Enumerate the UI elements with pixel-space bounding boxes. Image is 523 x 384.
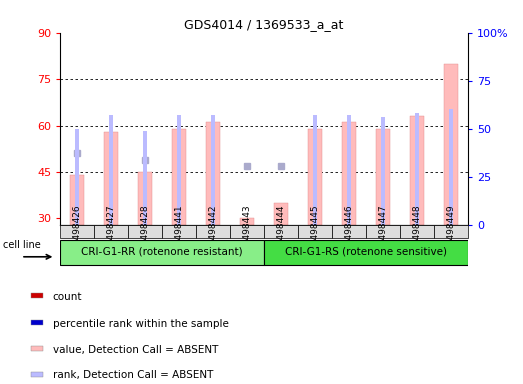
Bar	[400, 225, 434, 238]
Text: GSM498446: GSM498446	[345, 204, 354, 259]
Bar	[264, 240, 468, 265]
Bar	[347, 115, 351, 225]
Bar	[206, 122, 220, 225]
Bar	[434, 225, 468, 238]
Bar	[75, 129, 79, 225]
Bar	[173, 129, 186, 225]
Bar	[366, 225, 400, 238]
Bar	[143, 131, 147, 225]
Bar	[377, 129, 390, 225]
Text: GSM498447: GSM498447	[379, 204, 388, 259]
Text: GSM498441: GSM498441	[175, 204, 184, 259]
Bar	[411, 116, 424, 225]
Bar	[381, 117, 385, 225]
Bar	[109, 115, 113, 225]
Bar	[445, 64, 458, 225]
Bar	[31, 293, 43, 298]
Bar	[196, 225, 230, 238]
Text: percentile rank within the sample: percentile rank within the sample	[53, 319, 229, 329]
Text: GSM498442: GSM498442	[209, 204, 218, 258]
Text: GSM498426: GSM498426	[73, 204, 82, 259]
Bar	[105, 132, 118, 225]
Bar	[60, 240, 264, 265]
Bar	[275, 203, 288, 225]
Text: rank, Detection Call = ABSENT: rank, Detection Call = ABSENT	[53, 371, 213, 381]
Bar	[138, 172, 152, 225]
Bar	[332, 225, 366, 238]
Text: cell line: cell line	[3, 240, 41, 250]
Bar	[264, 225, 298, 238]
Bar	[60, 225, 94, 238]
Text: count: count	[53, 292, 82, 302]
Text: GSM498449: GSM498449	[447, 204, 456, 259]
Text: CRI-G1-RR (rotenone resistant): CRI-G1-RR (rotenone resistant)	[81, 247, 243, 257]
Bar	[298, 225, 332, 238]
Bar	[342, 122, 356, 225]
Bar	[230, 225, 264, 238]
Text: GSM498428: GSM498428	[141, 204, 150, 259]
Bar	[211, 115, 215, 225]
Text: GSM498448: GSM498448	[413, 204, 422, 259]
Text: GSM498445: GSM498445	[311, 204, 320, 259]
Bar	[94, 225, 128, 238]
Bar	[241, 218, 254, 225]
Bar	[31, 372, 43, 377]
Text: CRI-G1-RS (rotenone sensitive): CRI-G1-RS (rotenone sensitive)	[285, 247, 447, 257]
Bar	[177, 115, 181, 225]
Text: GSM498443: GSM498443	[243, 204, 252, 259]
Bar	[309, 129, 322, 225]
Bar	[31, 320, 43, 325]
Text: GSM498444: GSM498444	[277, 204, 286, 258]
Bar	[415, 113, 419, 225]
Bar	[449, 109, 453, 225]
Bar	[128, 225, 162, 238]
Bar	[70, 175, 84, 225]
Bar	[162, 225, 196, 238]
Title: GDS4014 / 1369533_a_at: GDS4014 / 1369533_a_at	[185, 18, 344, 31]
Text: GSM498427: GSM498427	[107, 204, 116, 259]
Bar	[313, 115, 317, 225]
Text: value, Detection Call = ABSENT: value, Detection Call = ABSENT	[53, 344, 218, 354]
Bar	[31, 346, 43, 351]
